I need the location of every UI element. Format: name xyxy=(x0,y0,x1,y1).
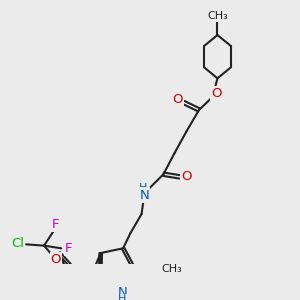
Text: H: H xyxy=(118,294,127,300)
Text: CH₃: CH₃ xyxy=(207,11,228,21)
Text: O: O xyxy=(211,87,221,100)
Text: O: O xyxy=(182,170,192,183)
Text: CH₃: CH₃ xyxy=(161,264,182,274)
Text: F: F xyxy=(65,242,72,255)
Text: N: N xyxy=(117,286,127,299)
Text: H: H xyxy=(139,183,147,193)
Text: N: N xyxy=(139,189,149,202)
Text: Cl: Cl xyxy=(11,236,24,250)
Text: O: O xyxy=(51,253,61,266)
Text: O: O xyxy=(173,93,183,106)
Text: F: F xyxy=(52,218,59,231)
